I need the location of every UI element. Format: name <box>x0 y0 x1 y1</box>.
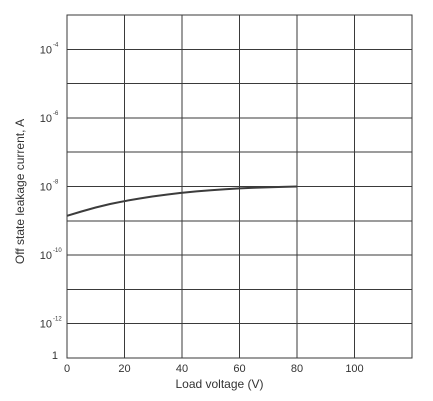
grid <box>66 14 413 359</box>
y-axis-label: Off state leakage current, A <box>13 119 27 264</box>
y-tick-exponent: -8 <box>53 180 59 186</box>
x-tick-label: 80 <box>291 363 303 375</box>
y-tick-exponent: -10 <box>53 248 62 254</box>
x-axis-label: Load voltage (V) <box>175 377 263 391</box>
x-tick-label: 20 <box>118 363 130 375</box>
y-tick-label: 10 -4 <box>40 42 59 56</box>
x-tick-label: 100 <box>345 363 363 375</box>
series-line <box>66 185 298 217</box>
y-tick-base: 10 <box>40 182 52 194</box>
y-tick-label: 10 -8 <box>40 180 59 194</box>
y-tick-label: 10 -6 <box>40 111 59 125</box>
x-tick-label: 0 <box>64 363 70 375</box>
x-tick-label: 60 <box>233 363 245 375</box>
y-tick-base: 10 <box>40 250 52 262</box>
y-tick-base: 10 <box>40 44 52 56</box>
y-tick-base: 10 <box>40 319 52 331</box>
y-tick-base: 10 <box>40 113 52 125</box>
y-tick-exponent: -6 <box>53 111 59 117</box>
plot-frame <box>66 14 413 359</box>
y-tick-label: 1 <box>52 350 58 362</box>
y-tick-exponent: -12 <box>53 317 62 323</box>
y-tick-label: 10 -10 <box>40 248 63 262</box>
y-tick-label: 10 -12 <box>40 317 63 331</box>
y-tick-base: 1 <box>52 350 58 362</box>
y-tick-exponent: -4 <box>53 42 59 48</box>
x-axis-tick-labels: 0 20 40 60 80 100 <box>64 363 364 375</box>
x-tick-label: 40 <box>176 363 188 375</box>
